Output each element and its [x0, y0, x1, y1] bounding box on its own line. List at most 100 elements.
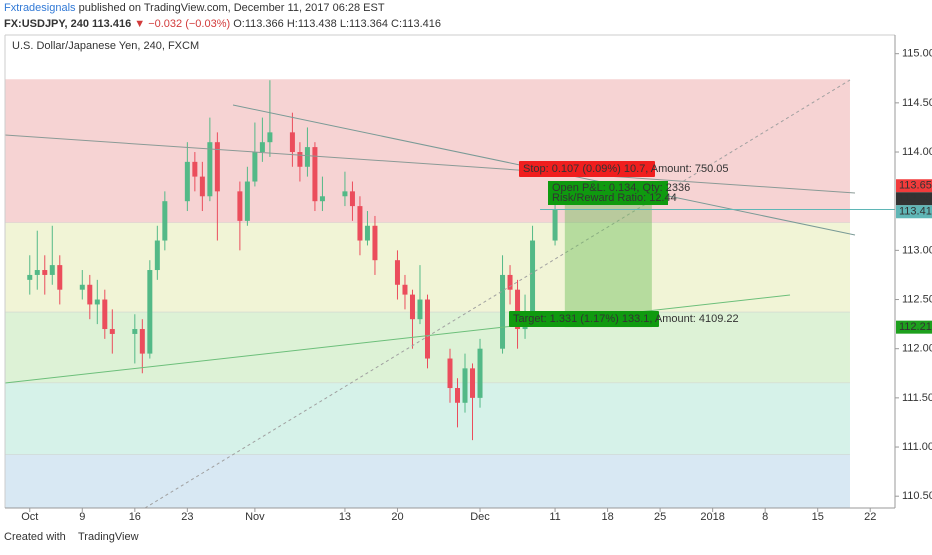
- price-label: 113.550: [899, 193, 932, 205]
- author[interactable]: Fxtradesignals: [4, 2, 76, 14]
- x-tick-label: 22: [864, 511, 876, 523]
- stop-label-box: [519, 161, 655, 177]
- candle-body: [244, 181, 250, 221]
- footer-brand[interactable]: TradingView: [78, 531, 139, 543]
- candle-body: [462, 368, 468, 403]
- price-label-box: [896, 179, 932, 193]
- price-label-box: [896, 320, 932, 334]
- candle-body: [237, 191, 243, 221]
- x-tick-label: 8: [762, 511, 768, 523]
- y-tick-label: 115.000: [902, 48, 932, 60]
- price-label-box: [896, 205, 932, 219]
- x-tick-label: 11: [549, 511, 560, 523]
- candle-body: [312, 147, 318, 202]
- candle-body: [87, 284, 93, 305]
- candle-body: [94, 299, 100, 305]
- candle-body: [132, 329, 138, 334]
- published: published on TradingView.com, December 1…: [79, 2, 385, 14]
- candle-body: [417, 299, 423, 320]
- candle-body: [259, 142, 265, 153]
- x-tick-label: Oct: [21, 511, 38, 523]
- pnl-label: Open P&L: 0.134, Qty: 2336: [552, 182, 690, 194]
- change: ▼ −0.032 (−0.03%): [134, 18, 230, 30]
- candle-body: [304, 147, 310, 167]
- pnl-box: [548, 181, 668, 205]
- candle-body: [79, 284, 85, 290]
- x-tick-label: Nov: [245, 511, 265, 523]
- trend-line: [4, 294, 791, 384]
- x-tick-label: 20: [391, 511, 403, 523]
- close: C:113.416: [391, 18, 441, 30]
- y-tick-label: 112.000: [902, 343, 932, 355]
- zone-band: [5, 383, 850, 455]
- x-tick-label: 9: [79, 511, 85, 523]
- price-label: 112.219: [899, 321, 932, 333]
- candle-body: [184, 161, 190, 202]
- candle-body: [214, 142, 220, 192]
- y-tick-label: 111.500: [902, 392, 932, 404]
- quote-line: FX:USDJPY, 240 113.416 ▼ −0.032 (−0.03%)…: [4, 18, 441, 30]
- candle-body: [500, 274, 506, 349]
- target-label-box: [509, 311, 659, 327]
- candle-body: [57, 265, 63, 290]
- header-line: Fxtradesignals published on TradingView.…: [4, 2, 385, 14]
- candle-body: [530, 240, 536, 320]
- price-label-box: [896, 192, 932, 206]
- high: H:113.438: [287, 18, 337, 30]
- y-tick-label: 114.500: [902, 97, 932, 109]
- candle-body: [207, 142, 213, 197]
- candle-body: [349, 191, 355, 207]
- candle-body: [34, 270, 40, 275]
- candle-body: [364, 225, 370, 241]
- candle-body: [252, 152, 258, 182]
- price-label: 113.416: [899, 206, 932, 218]
- candle-body: [42, 270, 48, 275]
- rr-label: Risk/Reward Ratio: 12.44: [552, 192, 677, 204]
- candle-body: [394, 260, 400, 285]
- low: L:113.364: [340, 18, 388, 30]
- trend-line: [4, 134, 856, 194]
- candle-body: [455, 388, 461, 403]
- candle-body: [154, 240, 160, 271]
- stop-label: Stop: 0.107 (0.09%) 10.7, Amount: 750.05: [523, 163, 728, 175]
- candle-body: [447, 358, 453, 389]
- candle-body: [357, 206, 363, 241]
- candle-body: [477, 348, 483, 398]
- zone-band: [5, 454, 850, 508]
- x-tick-label: 2018: [700, 511, 724, 523]
- overlay: Stop: 0.107 (0.09%) 10.7, Amount: 750.05…: [509, 161, 895, 328]
- x-tick-label: 23: [181, 511, 193, 523]
- candle-body: [297, 152, 303, 167]
- candle-body: [267, 132, 273, 143]
- symbol: FX:USDJPY, 240: [4, 18, 89, 30]
- candle-body: [27, 274, 33, 280]
- candle-body: [342, 191, 348, 197]
- candle-body: [372, 225, 378, 261]
- candle-body: [402, 284, 408, 295]
- candle-body: [289, 132, 295, 153]
- x-tick-label: 18: [601, 511, 613, 523]
- candle-body: [162, 201, 168, 241]
- last: 113.416: [92, 18, 131, 30]
- y-tick-label: 111.000: [902, 441, 932, 453]
- candle-body: [199, 176, 205, 197]
- candle-body: [49, 265, 55, 275]
- open: O:113.366: [233, 18, 284, 30]
- candle-body: [139, 329, 145, 354]
- y-tick-label: 113.000: [902, 244, 932, 256]
- candle-body: [192, 161, 198, 177]
- y-tick-label: 114.000: [902, 146, 932, 158]
- footer-created: Created with: [4, 531, 66, 543]
- target-label: Target: 1.331 (1.17%) 133.1, Amount: 410…: [513, 313, 739, 325]
- candle-body: [507, 274, 513, 290]
- candle-body: [552, 209, 558, 241]
- x-tick-label: 13: [339, 511, 351, 523]
- x-tick-label: Dec: [470, 511, 490, 523]
- candle-body: [515, 289, 521, 330]
- candle-body: [102, 299, 108, 330]
- candle-body: [424, 299, 430, 359]
- target-zone: [564, 196, 652, 328]
- y-tick-label: 110.500: [902, 490, 932, 502]
